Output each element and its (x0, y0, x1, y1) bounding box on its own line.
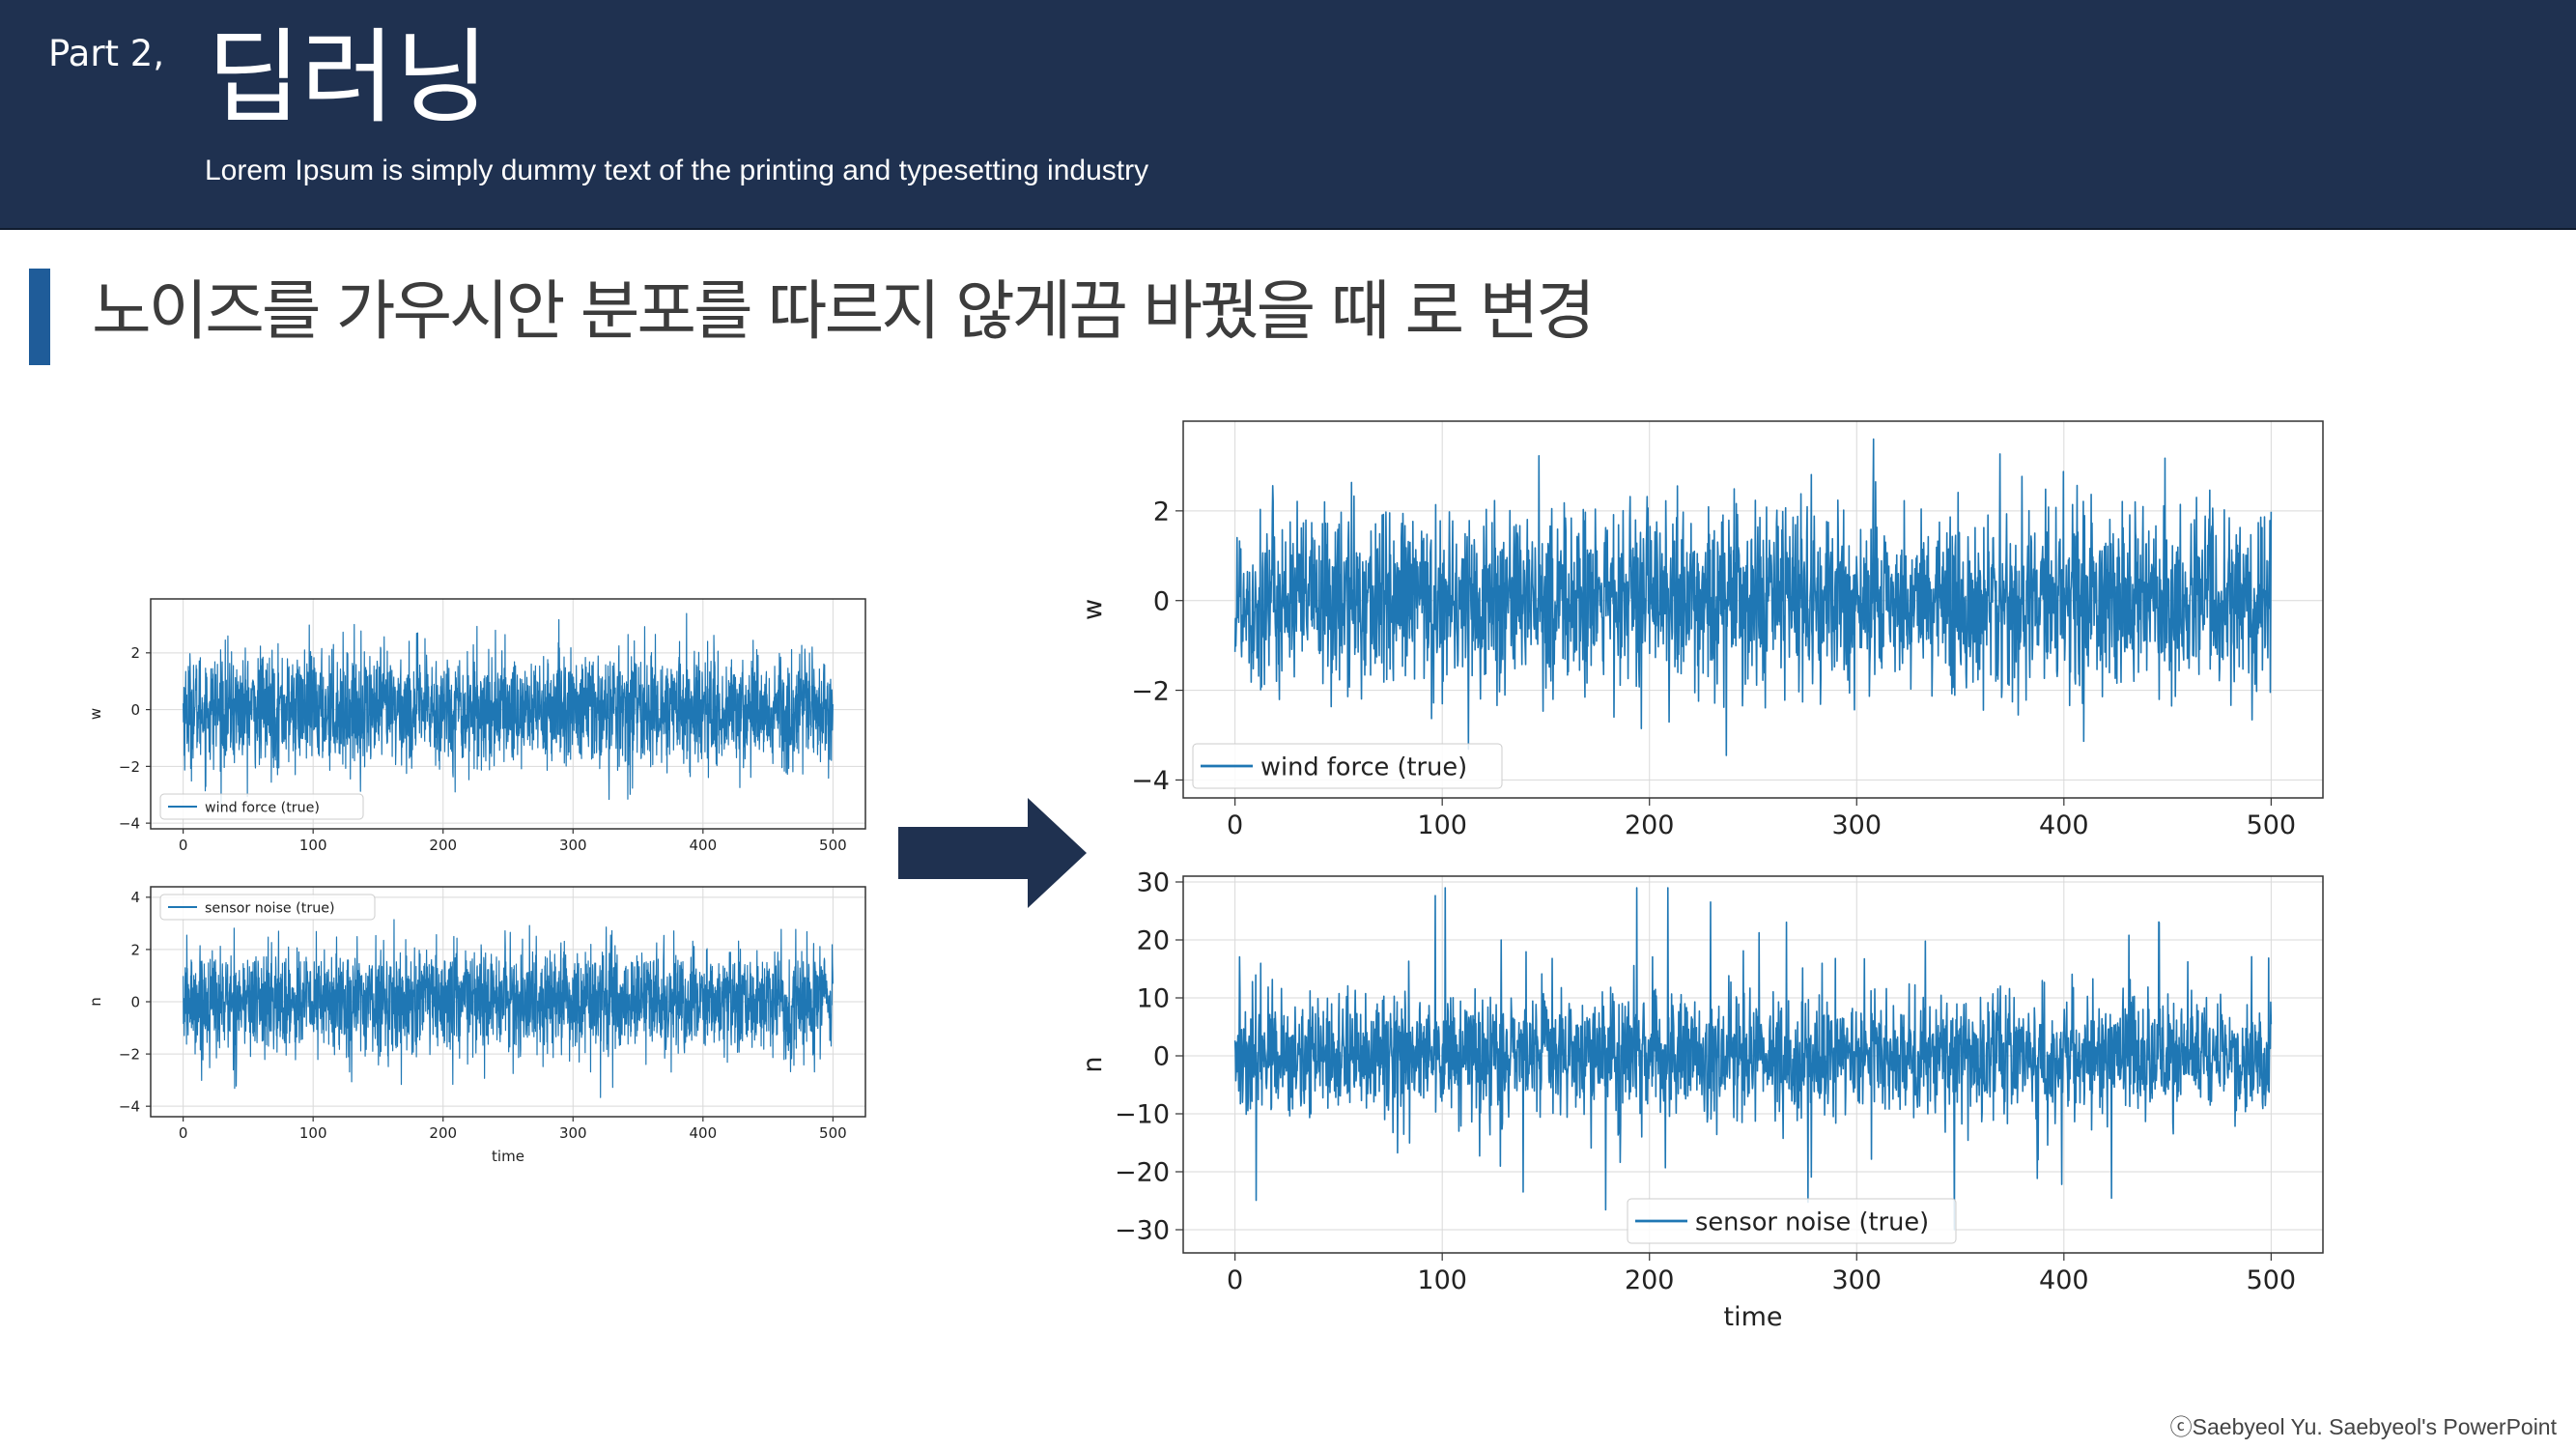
x-tick-label: 400 (2039, 1265, 2089, 1295)
legend-box (159, 793, 364, 820)
series-line (1233, 887, 2273, 1231)
series-line (1233, 438, 2273, 756)
y-axis-label: w (1078, 599, 1108, 620)
x-tick-label: 500 (2247, 1265, 2297, 1295)
x-tick-label: 0 (179, 837, 188, 854)
chart-small-sensor-noise: 0 100 200 300 400 500 −4 −2 0 2 4 n time sensor noise… (87, 886, 866, 1165)
x-tick-label: 300 (1831, 810, 1882, 840)
x-tick-label: 500 (819, 837, 847, 854)
y-tick-label: 2 (1153, 497, 1170, 527)
y-tick-label: −2 (1131, 676, 1170, 706)
y-tick-label: −4 (119, 815, 140, 833)
chart-large-wind-force: 0 100 200 300 400 500 −4 −2 0 2 w wind force (true) (1078, 420, 2324, 840)
y-tick-label: 2 (130, 644, 140, 662)
title-header: Part 2, 딥러닝 Lorem Ipsum is simply dummy … (0, 0, 2576, 230)
x-tick-label: 100 (299, 1124, 327, 1142)
x-tick-label: 0 (179, 1124, 188, 1142)
x-tick-label: 200 (429, 837, 457, 854)
legend-box (1192, 743, 1503, 789)
x-tick-label: 400 (689, 837, 717, 854)
y-axis-label: n (1078, 1056, 1108, 1072)
x-tick-label: 0 (1227, 810, 1243, 840)
y-axis-label: n (87, 997, 104, 1007)
y-tick-label: 4 (130, 889, 140, 906)
footer-credit: ⓒSaebyeol Yu. Saebyeol's PowerPoint (2169, 1414, 2557, 1439)
y-tick-label: −30 (1115, 1216, 1170, 1246)
plot-frame (150, 598, 866, 830)
x-tick-label: 100 (299, 837, 327, 854)
x-tick-label: 200 (429, 1124, 457, 1142)
series-line (183, 612, 834, 810)
x-tick-label: 500 (2247, 810, 2297, 840)
y-tick-label: 30 (1137, 868, 1170, 898)
legend-box (159, 894, 376, 921)
x-tick-label: 200 (1625, 1265, 1675, 1295)
x-tick-label: 200 (1625, 810, 1675, 840)
y-tick-label: −2 (119, 1045, 140, 1063)
x-tick-label: 300 (559, 837, 587, 854)
x-tick-label: 400 (689, 1124, 717, 1142)
part-label: Part 2, (48, 33, 165, 74)
slide-subtitle: Lorem Ipsum is simply dummy text of the … (205, 155, 1149, 186)
section-accent-bar (29, 269, 50, 365)
x-tick-label: 100 (1417, 810, 1467, 840)
x-tick-label: 400 (2039, 810, 2089, 840)
chart-small-wind-force: 0 100 200 300 400 500 −4 −2 0 2 w wind force (true) (87, 598, 866, 854)
x-axis-label: time (492, 1148, 524, 1165)
x-axis-label: time (1723, 1302, 1782, 1332)
y-tick-label: −10 (1115, 1100, 1170, 1130)
y-tick-label: 10 (1137, 984, 1170, 1014)
y-tick-label: 0 (130, 993, 140, 1010)
x-tick-label: 0 (1227, 1265, 1243, 1295)
legend-label: sensor noise (true) (1695, 1208, 1929, 1237)
right-arrow-icon (898, 798, 1087, 908)
series-line (183, 919, 834, 1098)
y-tick-label: 0 (130, 701, 140, 719)
section-title: 노이즈를 가우시안 분포를 따르지 않게끔 바꿨을 때 로 변경 (92, 273, 1596, 349)
x-tick-label: 100 (1417, 1265, 1467, 1295)
plot-frame (1182, 875, 2324, 1254)
plot-frame (1182, 420, 2324, 799)
slide-title: 딥러닝 (207, 18, 490, 137)
y-tick-label: −20 (1115, 1158, 1170, 1188)
legend-box (1627, 1198, 1957, 1244)
chart-large-sensor-noise: 0 100 200 300 400 500 −30 −20 −10 0 10 20 30 n time sen… (1078, 868, 2324, 1332)
legend-label: sensor noise (true) (205, 900, 335, 916)
y-tick-label: −4 (1131, 766, 1170, 796)
legend-label: wind force (true) (1260, 753, 1467, 782)
legend-label: wind force (true) (205, 800, 320, 815)
x-tick-label: 500 (819, 1124, 847, 1142)
x-tick-label: 300 (1831, 1265, 1882, 1295)
y-axis-label: w (87, 708, 104, 720)
y-tick-label: 0 (1153, 1042, 1170, 1072)
y-tick-label: 0 (1153, 586, 1170, 616)
y-tick-label: 2 (130, 941, 140, 958)
y-tick-label: 20 (1137, 926, 1170, 956)
y-tick-label: −4 (119, 1098, 140, 1116)
x-tick-label: 300 (559, 1124, 587, 1142)
y-tick-label: −2 (119, 758, 140, 776)
